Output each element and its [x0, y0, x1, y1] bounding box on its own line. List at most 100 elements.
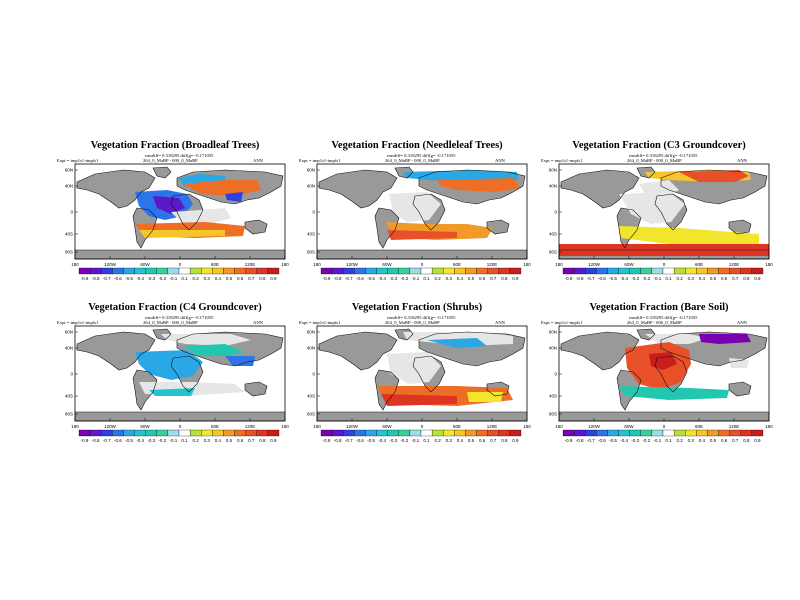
lon-tick-label: 180 [555, 424, 563, 429]
lat-tick-label: 40N [65, 346, 73, 351]
run-label: 264_0_MaBP - 000_0_MaBP [627, 158, 682, 163]
colorbar-label: 0.6 [721, 438, 728, 443]
colorbar-swatch [365, 267, 377, 275]
panel-title: Vegetation Fraction (Bare Soil) [589, 302, 729, 313]
lat-tick-label: 60N [307, 330, 315, 335]
colorbar-label: -0.9 [323, 276, 331, 281]
colorbar-label: 0.2 [193, 276, 200, 281]
coastline [318, 169, 398, 209]
colorbar-swatch [465, 429, 477, 437]
lat-tick-label: 40N [549, 346, 557, 351]
stats-line: rmsdiff= 0.318295 diff(g= -0.171055 [629, 315, 698, 320]
lat-tick-label: 80S [65, 250, 73, 255]
colorbar-swatch [573, 267, 586, 275]
lat-tick-label: 40N [65, 184, 73, 189]
data-region [139, 230, 225, 238]
colorbar-swatch [134, 267, 146, 275]
colorbar-label: -0.1 [170, 438, 178, 443]
season-label: ANN [495, 158, 505, 163]
run-label: 264_0_MaBP - 000_0_MaBP [627, 320, 682, 325]
colorbar-swatch [234, 267, 246, 275]
colorbar-label: -0.4 [378, 276, 386, 281]
panel-title: Vegetation Fraction (Broadleaf Trees) [90, 140, 260, 151]
colorbar-swatch [640, 267, 653, 275]
colorbar-swatch [487, 267, 499, 275]
expt-label: Expt = tmp1s1-tmpfs1 [299, 158, 341, 163]
coastline [76, 331, 156, 371]
colorbar-swatch [707, 267, 719, 275]
land-mask [729, 220, 751, 234]
colorbar-swatch [267, 267, 280, 275]
lon-tick-label: 60W [624, 262, 634, 267]
coastline [132, 369, 158, 411]
colorbar-swatch [78, 267, 91, 275]
land-mask [75, 412, 285, 421]
coastline [728, 219, 752, 235]
colorbar-swatch [585, 267, 597, 275]
colorbar-label: -0.5 [367, 276, 375, 281]
colorbar-label: -0.8 [576, 276, 584, 281]
colorbar-label: 0.1 [181, 438, 188, 443]
colorbar-label: -0.6 [598, 276, 606, 281]
lat-tick-label: 0 [554, 372, 557, 377]
colorbar-label: -0.9 [81, 438, 89, 443]
colorbar-swatch [498, 267, 511, 275]
coastline [728, 381, 752, 397]
colorbar-swatch [562, 267, 575, 275]
colorbar-swatch [431, 429, 444, 437]
lat-tick-label: 0 [70, 372, 73, 377]
colorbar-swatch [618, 429, 630, 437]
colorbar-label: 0.8 [743, 438, 750, 443]
colorbar-label: -0.2 [642, 276, 650, 281]
colorbar-swatch [123, 267, 135, 275]
coastline [412, 193, 446, 231]
coastline [170, 193, 204, 231]
lon-tick-label: 120W [104, 424, 117, 429]
colorbar-label: 0.9 [270, 438, 277, 443]
data-region [679, 170, 749, 182]
colorbar-label: -0.2 [642, 438, 650, 443]
colorbar-swatch [387, 267, 399, 275]
coastline [418, 169, 526, 205]
colorbar-label: -0.4 [136, 276, 144, 281]
colorbar-swatch [596, 267, 608, 275]
coastline [486, 381, 510, 397]
lat-tick-label: 80S [549, 250, 557, 255]
colorbar-label: 0.5 [226, 276, 233, 281]
land-mask [319, 332, 397, 370]
lon-tick-label: 180 [71, 262, 79, 267]
coastline [560, 169, 640, 209]
coastline [176, 169, 284, 205]
lat-tick-label: 60N [549, 168, 557, 173]
coastline [244, 381, 268, 397]
colorbar-label: -0.1 [412, 438, 420, 443]
lat-tick-label: 80S [549, 412, 557, 417]
colorbar-label: -0.1 [654, 438, 662, 443]
colorbar-label: -0.8 [576, 438, 584, 443]
colorbar-label: -0.9 [565, 276, 573, 281]
season-label: ANN [495, 320, 505, 325]
colorbar-label: 0.1 [423, 438, 430, 443]
colorbar-label: -0.5 [367, 438, 375, 443]
land-mask [245, 382, 267, 396]
lon-tick-label: 60E [453, 262, 461, 267]
coastline [318, 331, 398, 371]
data-region [699, 334, 751, 344]
colorbar-label: -0.3 [631, 438, 639, 443]
colorbar-label: -0.1 [170, 276, 178, 281]
colorbar-swatch [167, 429, 180, 437]
lon-tick-label: 120E [245, 262, 256, 267]
lon-tick-label: 180 [523, 424, 531, 429]
data-region [161, 334, 251, 346]
colorbar-label: 0.4 [699, 438, 706, 443]
colorbar-label: 0.9 [754, 276, 761, 281]
lon-tick-label: 60E [211, 424, 219, 429]
colorbar-swatch [134, 429, 146, 437]
coastline [412, 355, 446, 393]
colorbar-label: 0.2 [193, 438, 200, 443]
coastline [616, 207, 642, 249]
lat-tick-label: 40N [307, 346, 315, 351]
colorbar-label: -0.7 [103, 438, 111, 443]
land-mask [559, 412, 769, 421]
